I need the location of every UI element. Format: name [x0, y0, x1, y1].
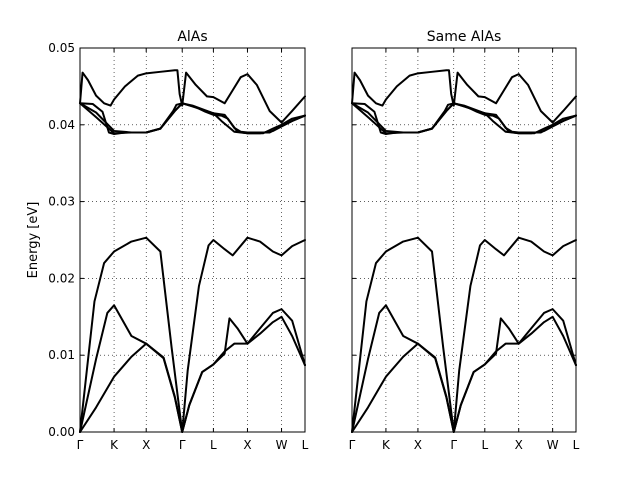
band-line-2: [351, 304, 577, 433]
band-line-3: [79, 236, 306, 433]
x-tick-label: X: [142, 438, 150, 452]
x-tick-label: Γ: [179, 438, 186, 452]
x-tick-label: Γ: [450, 438, 457, 452]
band-line-5: [351, 102, 577, 135]
x-tick-label: K: [382, 438, 391, 452]
y-tick-label: 0.03: [48, 195, 75, 209]
plot-frame: [79, 47, 306, 433]
band-line-6: [79, 102, 306, 136]
y-tick-label: 0.01: [48, 348, 75, 362]
x-tick-label: L: [210, 438, 217, 452]
y-tick-label: 0.00: [48, 425, 75, 439]
x-tick-label: L: [573, 438, 580, 452]
band-line-2: [79, 304, 306, 433]
band-line-5: [79, 102, 306, 135]
y-tick-label: 0.04: [48, 118, 75, 132]
band-line-7: [351, 69, 577, 124]
x-tick-label: L: [481, 438, 488, 452]
x-tick-label: X: [414, 438, 422, 452]
chart-title: AlAs: [177, 29, 207, 45]
x-tick-label: X: [243, 438, 251, 452]
chart-title: Same AlAs: [427, 29, 502, 45]
x-tick-label: W: [547, 438, 559, 452]
y-tick-label: 0.05: [48, 41, 75, 55]
y-tick-label: 0.02: [48, 271, 75, 285]
x-tick-label: Γ: [77, 438, 84, 452]
x-tick-label: Γ: [349, 438, 356, 452]
x-tick-label: L: [302, 438, 309, 452]
x-tick-label: W: [276, 438, 288, 452]
x-tick-label: X: [515, 438, 523, 452]
x-tick-label: K: [110, 438, 119, 452]
band-line-6: [351, 102, 577, 136]
band-line-3: [351, 236, 577, 433]
band-line-7: [79, 69, 306, 124]
plot-frame: [351, 47, 577, 433]
y-axis-label: Energy [eV]: [26, 202, 41, 279]
